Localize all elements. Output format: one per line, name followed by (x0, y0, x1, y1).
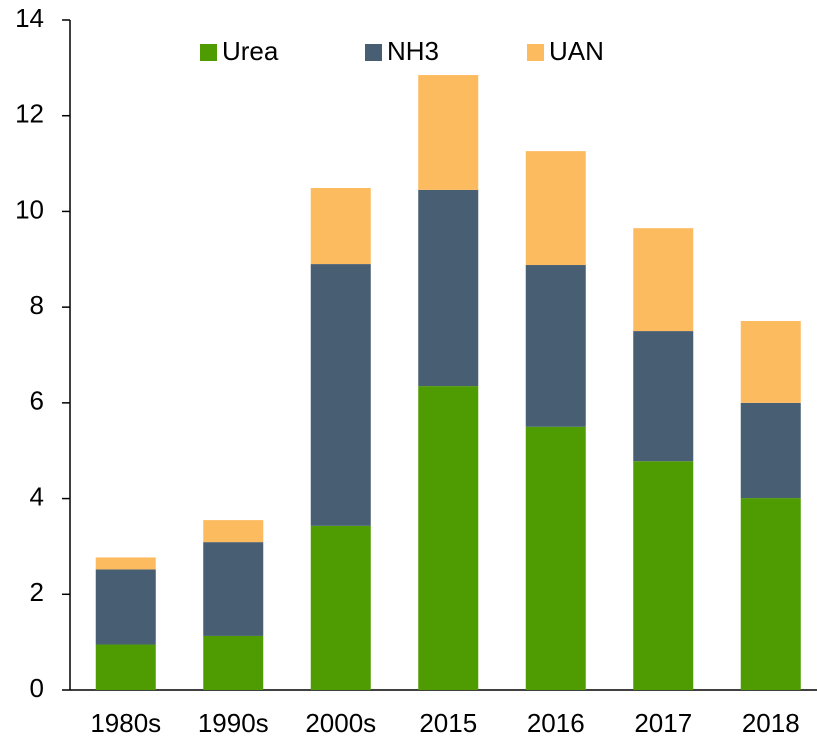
bar-segment (95, 569, 156, 645)
x-tick-label: 2015 (419, 708, 477, 738)
x-tick-label: 2016 (527, 708, 585, 738)
x-tick-label: 2017 (634, 708, 692, 738)
y-tick-label: 8 (30, 290, 44, 320)
legend-swatch (200, 44, 217, 61)
bar-segment (203, 520, 264, 543)
bar-segment (633, 461, 694, 690)
bar-segment (525, 151, 586, 266)
bar-segment (203, 635, 264, 690)
legend-label: Urea (222, 36, 279, 66)
y-tick-label: 6 (30, 386, 44, 416)
bar-segment (95, 557, 156, 570)
x-tick-label: 1990s (198, 708, 269, 738)
legend-label: NH3 (387, 36, 439, 66)
bar-segment (95, 644, 156, 690)
bar-segment (310, 187, 371, 265)
y-tick-label: 14 (15, 3, 44, 33)
legend-label: UAN (549, 36, 604, 66)
bar-segment (418, 189, 479, 387)
x-tick-label: 2018 (742, 708, 800, 738)
bar-segment (633, 331, 694, 462)
bar-segment (310, 525, 371, 690)
legend-swatch (527, 44, 544, 61)
y-tick-label: 0 (30, 673, 44, 703)
x-tick-label: 1980s (90, 708, 161, 738)
bar-segment (740, 498, 801, 690)
bar-segment (633, 228, 694, 332)
y-tick-label: 4 (30, 481, 44, 511)
bar-segment (525, 265, 586, 427)
bar-segment (418, 75, 479, 190)
x-tick-label: 2000s (305, 708, 376, 738)
y-tick-label: 2 (30, 577, 44, 607)
bar-segment (310, 264, 371, 526)
bar-segment (525, 426, 586, 690)
bar-segment (740, 402, 801, 499)
bar-segment (740, 321, 801, 403)
y-tick-label: 12 (15, 99, 44, 129)
bar-segment (203, 542, 264, 636)
bar-segment (418, 386, 479, 690)
y-tick-label: 10 (15, 194, 44, 224)
legend-swatch (365, 44, 382, 61)
